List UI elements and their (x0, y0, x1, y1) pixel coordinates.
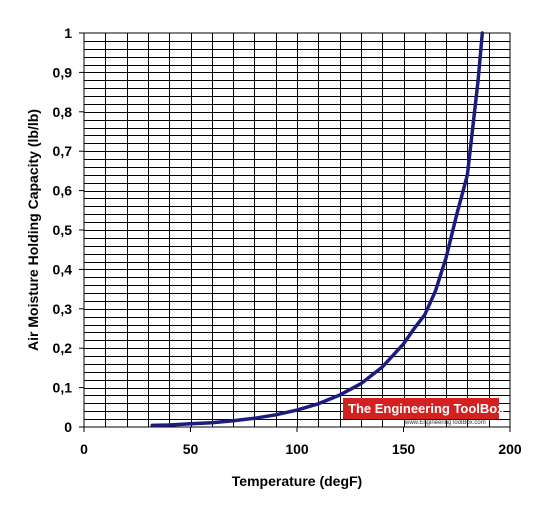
x-tick-label: 200 (498, 441, 522, 457)
x-tick-labels: 0 50 100 150 200 (80, 441, 522, 457)
axis-ticks (79, 32, 511, 432)
y-tick-label: 0,9 (53, 64, 73, 80)
y-tick-label: 0,5 (53, 222, 73, 238)
y-tick-labels: 0 0,1 0,2 0,3 0,4 0,5 0,6 0,7 0,8 0,9 1 (53, 25, 73, 435)
y-tick-label: 0,8 (53, 104, 73, 120)
y-tick-label: 0,1 (53, 380, 73, 396)
logo-title: The Engineering ToolBox (348, 401, 505, 416)
y-tick-label: 0,6 (53, 183, 73, 199)
x-tick-label: 0 (80, 441, 88, 457)
grid (84, 33, 510, 427)
y-tick-label: 0 (64, 419, 72, 435)
y-axis-title: Air Moisture Holding Capacity (lb/lb) (25, 109, 41, 351)
x-axis-title: Temperature (degF) (232, 473, 362, 489)
y-tick-label: 1 (64, 25, 72, 41)
data-line (150, 31, 485, 428)
logo-background (343, 398, 499, 419)
y-tick-label: 0,3 (53, 301, 73, 317)
x-tick-label: 50 (183, 441, 199, 457)
plot-border (83, 32, 511, 428)
logo-url: www.EngineeringToolBox.com (404, 420, 486, 426)
y-tick-label: 0,2 (53, 340, 73, 356)
y-tick-label: 0,4 (53, 261, 73, 277)
logo: The Engineering ToolBox www.EngineeringT… (343, 398, 505, 426)
y-tick-label: 0,7 (53, 143, 73, 159)
x-tick-label: 150 (392, 441, 416, 457)
x-tick-label: 100 (285, 441, 309, 457)
